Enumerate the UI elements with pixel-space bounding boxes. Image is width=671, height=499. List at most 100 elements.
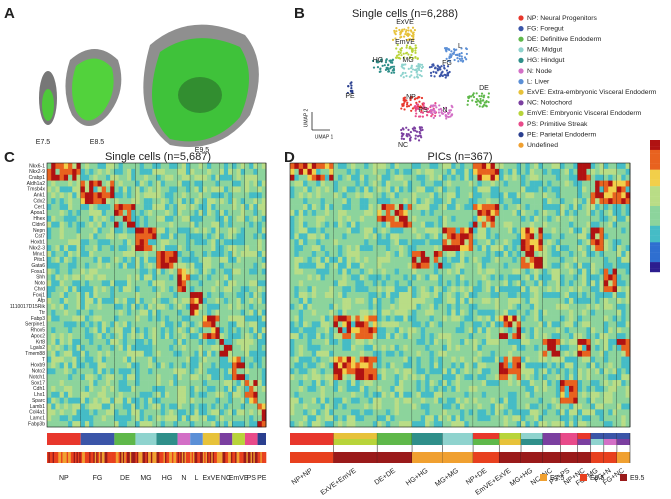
umap-point [403,108,405,110]
heatmap-cell [355,380,360,386]
heatmap-cell [290,421,295,427]
heatmap-cell [447,392,452,398]
heatmap-cell [360,380,365,386]
heatmap-cell [161,339,166,345]
heatmap-cell [312,163,317,169]
heatmap-cell [131,269,136,275]
heatmap-cell [421,163,426,169]
heatmap-cell [119,316,124,322]
heatmap-cell [51,175,56,181]
umap-point [399,33,401,35]
heatmap-cell [368,257,373,263]
heatmap-cell [135,169,140,175]
heatmap-cell [76,233,81,239]
heatmap-cell [148,357,153,363]
heatmap-cell [312,333,317,339]
heatmap-cell [338,380,343,386]
heatmap-cell [253,198,258,204]
heatmap-cell [169,304,174,310]
heatmap-cell [148,163,153,169]
heatmap-cell [312,181,317,187]
heatmap-cell [135,204,140,210]
heatmap-cell [245,415,250,421]
heatmap-cell [173,374,178,380]
heatmap-cell [228,251,233,257]
heatmap-cell [416,210,421,216]
heatmap-cell [299,204,304,210]
heatmap-cell [403,415,408,421]
heatmap-cell [102,198,107,204]
heatmap-cell [438,392,443,398]
heatmap-cell [360,327,365,333]
heatmap-cell [165,421,170,427]
heatmap-cell [186,251,191,257]
heatmap-cell [456,269,461,275]
heatmap-cell [127,163,132,169]
heatmap-cell [421,292,426,298]
heatmap-cell [249,233,254,239]
heatmap-cell [425,286,430,292]
heatmap-cell [89,269,94,275]
heatmap-cell [368,245,373,251]
heatmap-cell [81,310,86,316]
heatmap-cell [135,251,140,257]
heatmap-cell [245,198,250,204]
heatmap-cell [373,327,378,333]
heatmap-cell [325,263,330,269]
heatmap-cell [152,392,157,398]
heatmap-cell [85,421,90,427]
heatmap-cell [241,274,246,280]
heatmap-cell [190,169,195,175]
heatmap-cell [165,274,170,280]
heatmap-cell [211,286,216,292]
heatmap-cell [412,368,417,374]
heatmap-cell [102,374,107,380]
umap-point [422,116,424,118]
heatmap-cell [429,239,434,245]
heatmap-cell [232,280,237,286]
heatmap-cell [207,222,212,228]
heatmap-cell [429,245,434,251]
heatmap-cell [131,280,136,286]
heatmap-cell [373,380,378,386]
heatmap-cell [299,175,304,181]
heatmap-cell [199,286,204,292]
heatmap-cell [386,286,391,292]
heatmap-cell [157,398,162,404]
heatmap-cell [360,421,365,427]
heatmap-cell [47,392,52,398]
umap-point [431,112,433,114]
heatmap-cell [451,239,456,245]
heatmap-cell [64,421,69,427]
umap-point [453,48,455,50]
heatmap-cell [438,404,443,410]
heatmap-cell [178,274,183,280]
heatmap-cell [249,298,254,304]
heatmap-cell [135,163,140,169]
umap-point [379,68,381,70]
heatmap-cell [173,310,178,316]
heatmap-cell [60,368,65,374]
heatmap-cell [412,192,417,198]
heatmap-cell [408,374,413,380]
umap-point [400,107,402,109]
heatmap-cell [355,327,360,333]
heatmap-cell [55,192,60,198]
heatmap-cell [140,339,145,345]
heatmap-cell [307,204,312,210]
heatmap-cell [429,404,434,410]
heatmap-cell [451,351,456,357]
heatmap-cell [334,216,339,222]
heatmap-cell [262,304,267,310]
heatmap-cell [355,316,360,322]
heatmap-cell [451,216,456,222]
heatmap-cell [334,316,339,322]
heatmap-cell [131,380,136,386]
heatmap-cell [173,339,178,345]
heatmap-cell [464,245,469,251]
heatmap-cell [64,310,69,316]
heatmap-cell [194,415,199,421]
heatmap-cell [215,351,220,357]
heatmap-cell [447,245,452,251]
heatmap-cell [144,269,149,275]
